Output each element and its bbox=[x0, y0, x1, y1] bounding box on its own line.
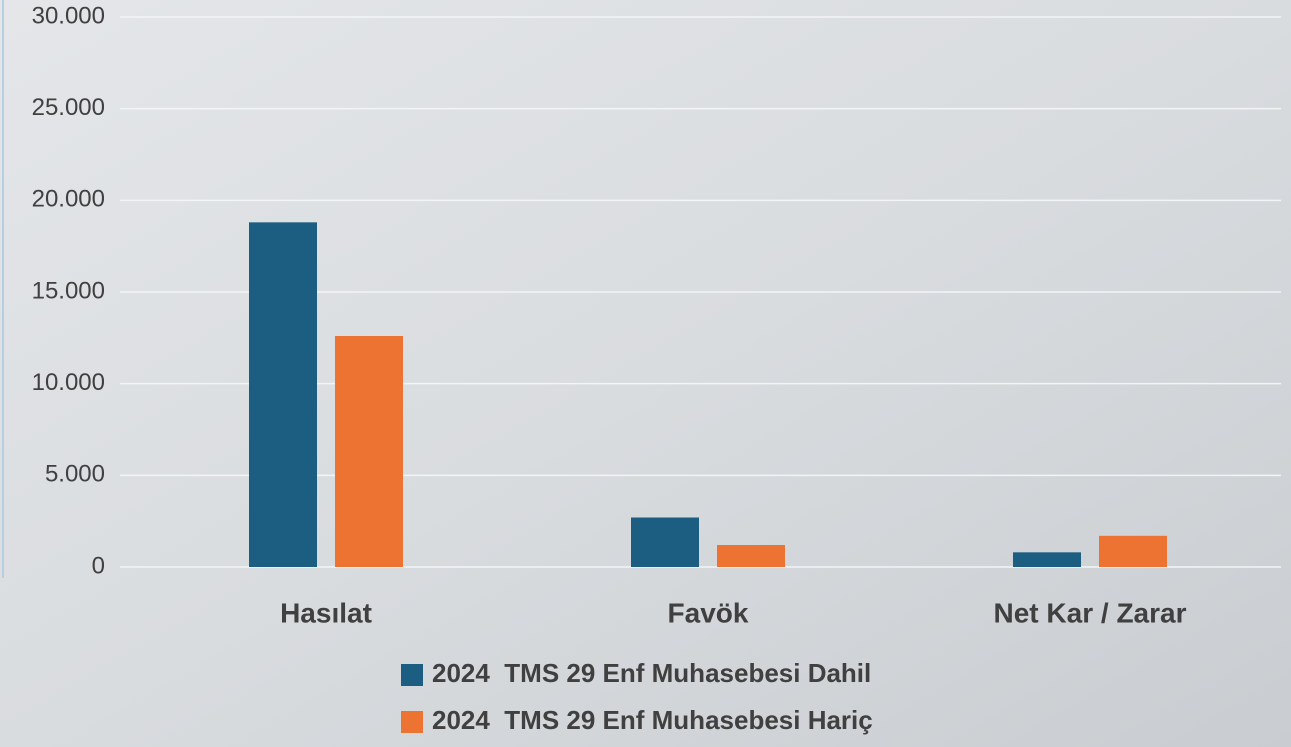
x-tick-label: Favök bbox=[668, 597, 749, 628]
bar bbox=[717, 545, 785, 567]
y-tick-label: 20.000 bbox=[32, 186, 105, 213]
legend-swatch bbox=[401, 664, 423, 686]
y-tick-label: 10.000 bbox=[32, 369, 105, 396]
x-tick-label: Net Kar / Zarar bbox=[994, 597, 1187, 628]
y-tick-label: 0 bbox=[92, 552, 105, 579]
y-tick-label: 15.000 bbox=[32, 277, 105, 304]
bar bbox=[631, 517, 699, 567]
bar bbox=[1013, 552, 1081, 567]
legend-label: 2024 TMS 29 Enf Muhasebesi Hariç bbox=[432, 705, 873, 735]
bar bbox=[249, 222, 317, 568]
y-tick-label: 5.000 bbox=[45, 461, 105, 488]
legend-label: 2024 TMS 29 Enf Muhasebesi Dahil bbox=[432, 658, 871, 688]
legend-swatch bbox=[401, 711, 423, 733]
x-tick-label: Hasılat bbox=[280, 597, 372, 628]
y-tick-label: 25.000 bbox=[32, 94, 105, 121]
y-tick-label: 30.000 bbox=[32, 2, 105, 29]
bar bbox=[1099, 535, 1167, 567]
bar bbox=[335, 336, 403, 567]
